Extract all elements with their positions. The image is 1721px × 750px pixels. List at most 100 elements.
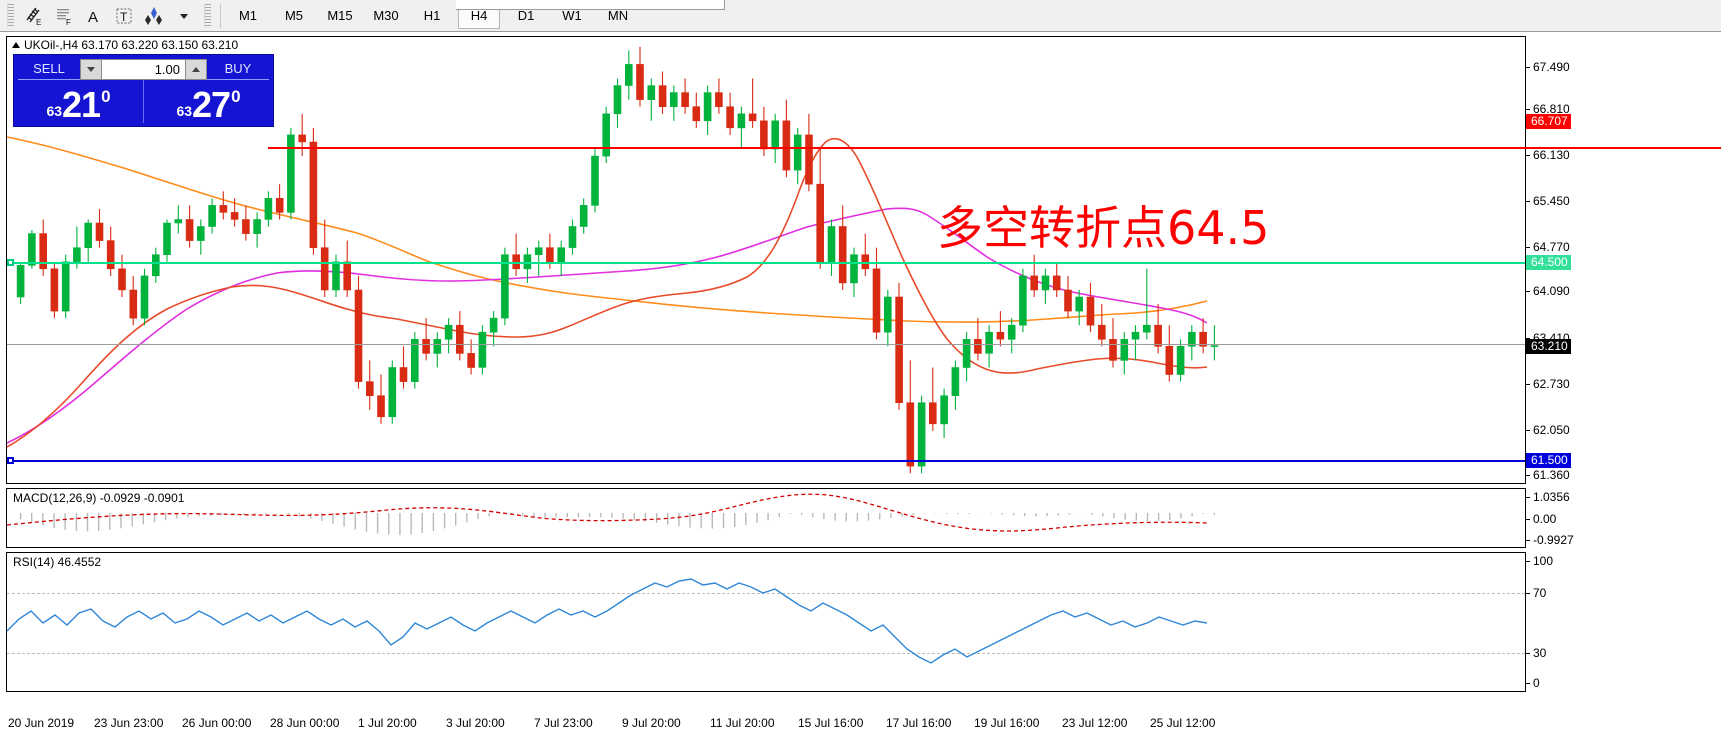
sell-button[interactable]: SELL	[18, 58, 80, 80]
time-label: 17 Jul 16:00	[886, 716, 952, 730]
price-tick: 65.450	[1526, 194, 1570, 208]
rsi-scale: 100 70 30 0	[1526, 552, 1715, 692]
objects-icon[interactable]	[139, 2, 169, 29]
trade-controls-row: SELL 1.00 BUY	[14, 55, 273, 80]
timeframe-w1[interactable]: W1	[562, 8, 582, 23]
support-line-handle[interactable]	[7, 457, 14, 464]
timeframe-d1[interactable]: D1	[517, 8, 535, 23]
ask-quote[interactable]: 63 27 0	[143, 80, 273, 123]
expert-advisors-icon[interactable]: E	[19, 2, 49, 29]
time-label: 15 Jul 16:00	[798, 716, 864, 730]
toolbar-separator	[220, 3, 221, 28]
price-plot	[6, 46, 1219, 474]
macd-scale: 1.0356 0.00 -0.9927	[1526, 488, 1715, 548]
price-tick: 61.360	[1526, 468, 1570, 482]
macd-histogram	[19, 513, 1216, 535]
pivot-price-tag[interactable]: 64.500	[1526, 255, 1571, 270]
support-line[interactable]	[7, 460, 1525, 462]
time-label: 19 Jul 16:00	[974, 716, 1040, 730]
ma-magenta-line	[6, 207, 1208, 444]
bid-quote[interactable]: 63 21 0	[14, 80, 143, 123]
quote-row: 63 21 0 63 27 0	[14, 80, 273, 123]
time-axis[interactable]: 20 Jun 2019 23 Jun 23:00 26 Jun 00:00 28…	[6, 714, 1715, 736]
candlestick-series	[16, 46, 1219, 474]
timeframe-grip[interactable]	[204, 4, 211, 27]
time-label: 20 Jun 2019	[8, 716, 75, 730]
pivot-line[interactable]	[7, 262, 1525, 264]
ma-orange-line	[6, 136, 1208, 323]
text-box-icon[interactable]: T	[109, 2, 139, 29]
time-label: 26 Jun 00:00	[182, 716, 252, 730]
time-label: 9 Jul 20:00	[622, 716, 681, 730]
price-tick: 62.050	[1526, 423, 1570, 437]
price-tick: 67.490	[1526, 60, 1570, 74]
svg-text:E: E	[36, 18, 41, 27]
macd-label: MACD(12,26,9) -0.0929 -0.0901	[13, 491, 185, 505]
toolbar-grip[interactable]	[7, 4, 14, 27]
rsi-pane[interactable]: RSI(14) 46.4552	[6, 552, 1526, 692]
price-tick: 62.730	[1526, 377, 1570, 391]
macd-pane[interactable]: MACD(12,26,9) -0.0929 -0.0901	[6, 488, 1526, 548]
macd-tick: -0.9927	[1526, 533, 1574, 547]
price-tick: 66.810	[1526, 102, 1570, 116]
caret-down-icon	[87, 66, 95, 72]
price-pane[interactable]: 多空转折点64.5	[6, 36, 1721, 484]
rsi-line	[6, 578, 1208, 664]
bid-price-main: 21	[62, 84, 101, 125]
rsi-tick: 70	[1526, 586, 1546, 600]
time-label: 7 Jul 23:00	[534, 716, 593, 730]
rsi-tick: 100	[1526, 554, 1553, 568]
rsi-oversold-gridline	[7, 653, 1525, 654]
time-label: 1 Jul 20:00	[358, 716, 417, 730]
timeframe-group: M1 M5 M15 M30 H1 H4 D1 W1 MN	[225, 0, 641, 31]
volume-input[interactable]: 1.00	[102, 58, 185, 80]
caret-up-icon	[192, 66, 200, 72]
pivot-line-handle[interactable]	[7, 259, 14, 266]
timeframe-m30[interactable]: M30	[373, 8, 399, 23]
timeframe-m5[interactable]: M5	[284, 8, 304, 23]
macd-plot	[6, 493, 1216, 535]
chart-area[interactable]: 多空转折点64.5 UKOil-,H4 63.170 63.220 63.150…	[6, 36, 1721, 714]
timeframe-m1[interactable]: M1	[238, 8, 258, 23]
volume-increase-button[interactable]	[185, 58, 207, 80]
time-label: 23 Jun 23:00	[94, 716, 164, 730]
text-label-icon[interactable]: A	[79, 2, 109, 29]
price-scale[interactable]: 67.490 66.810 66.130 65.450 64.770 64.09…	[1526, 36, 1715, 484]
one-click-trading-panel[interactable]: SELL 1.00 BUY 63 21 0 63 27	[13, 54, 274, 127]
ask-price-prefix: 63	[176, 103, 193, 119]
price-tick: 64.770	[1526, 240, 1570, 254]
timeframe-m15[interactable]: M15	[327, 8, 353, 23]
svg-text:T: T	[120, 10, 128, 24]
ma-red-line	[6, 137, 1208, 448]
resistance-line[interactable]	[268, 147, 1721, 149]
rsi-label: RSI(14) 46.4552	[13, 555, 102, 569]
time-label: 23 Jul 12:00	[1062, 716, 1128, 730]
symbol-header-text: UKOil-,H4 63.170 63.220 63.150 63.210	[24, 38, 239, 52]
indicators-list-icon[interactable]: F	[49, 2, 79, 29]
current-price-tag: 63.210	[1526, 339, 1571, 354]
rsi-plot	[6, 578, 1208, 664]
ask-price-main: 27	[192, 84, 231, 125]
toolbar-tool-group: E F A T	[0, 0, 641, 31]
ask-price-fraction: 0	[231, 87, 241, 106]
price-tick: 66.130	[1526, 148, 1570, 162]
chart-toolbar: E F A T	[0, 0, 1721, 32]
time-label: 3 Jul 20:00	[446, 716, 505, 730]
timeframe-mn[interactable]: MN	[607, 8, 629, 23]
status-bar	[0, 736, 1721, 750]
chart-annotation-text: 多空转折点64.5	[937, 201, 1270, 255]
buy-button[interactable]: BUY	[207, 58, 269, 80]
rsi-overbought-gridline	[7, 593, 1525, 594]
bid-price-prefix: 63	[46, 103, 63, 119]
rsi-tick: 0	[1526, 676, 1540, 690]
support-price-tag[interactable]: 61.500	[1526, 453, 1571, 468]
chevron-down-icon[interactable]	[169, 2, 199, 29]
toolbar-notch	[456, 0, 725, 10]
volume-decrease-button[interactable]	[80, 58, 102, 80]
collapse-triangle-icon[interactable]	[12, 42, 20, 48]
bid-price-fraction: 0	[101, 87, 111, 106]
resistance-price-tag[interactable]: 66.707	[1526, 114, 1571, 129]
rsi-tick: 30	[1526, 646, 1546, 660]
timeframe-h1[interactable]: H1	[423, 8, 441, 23]
